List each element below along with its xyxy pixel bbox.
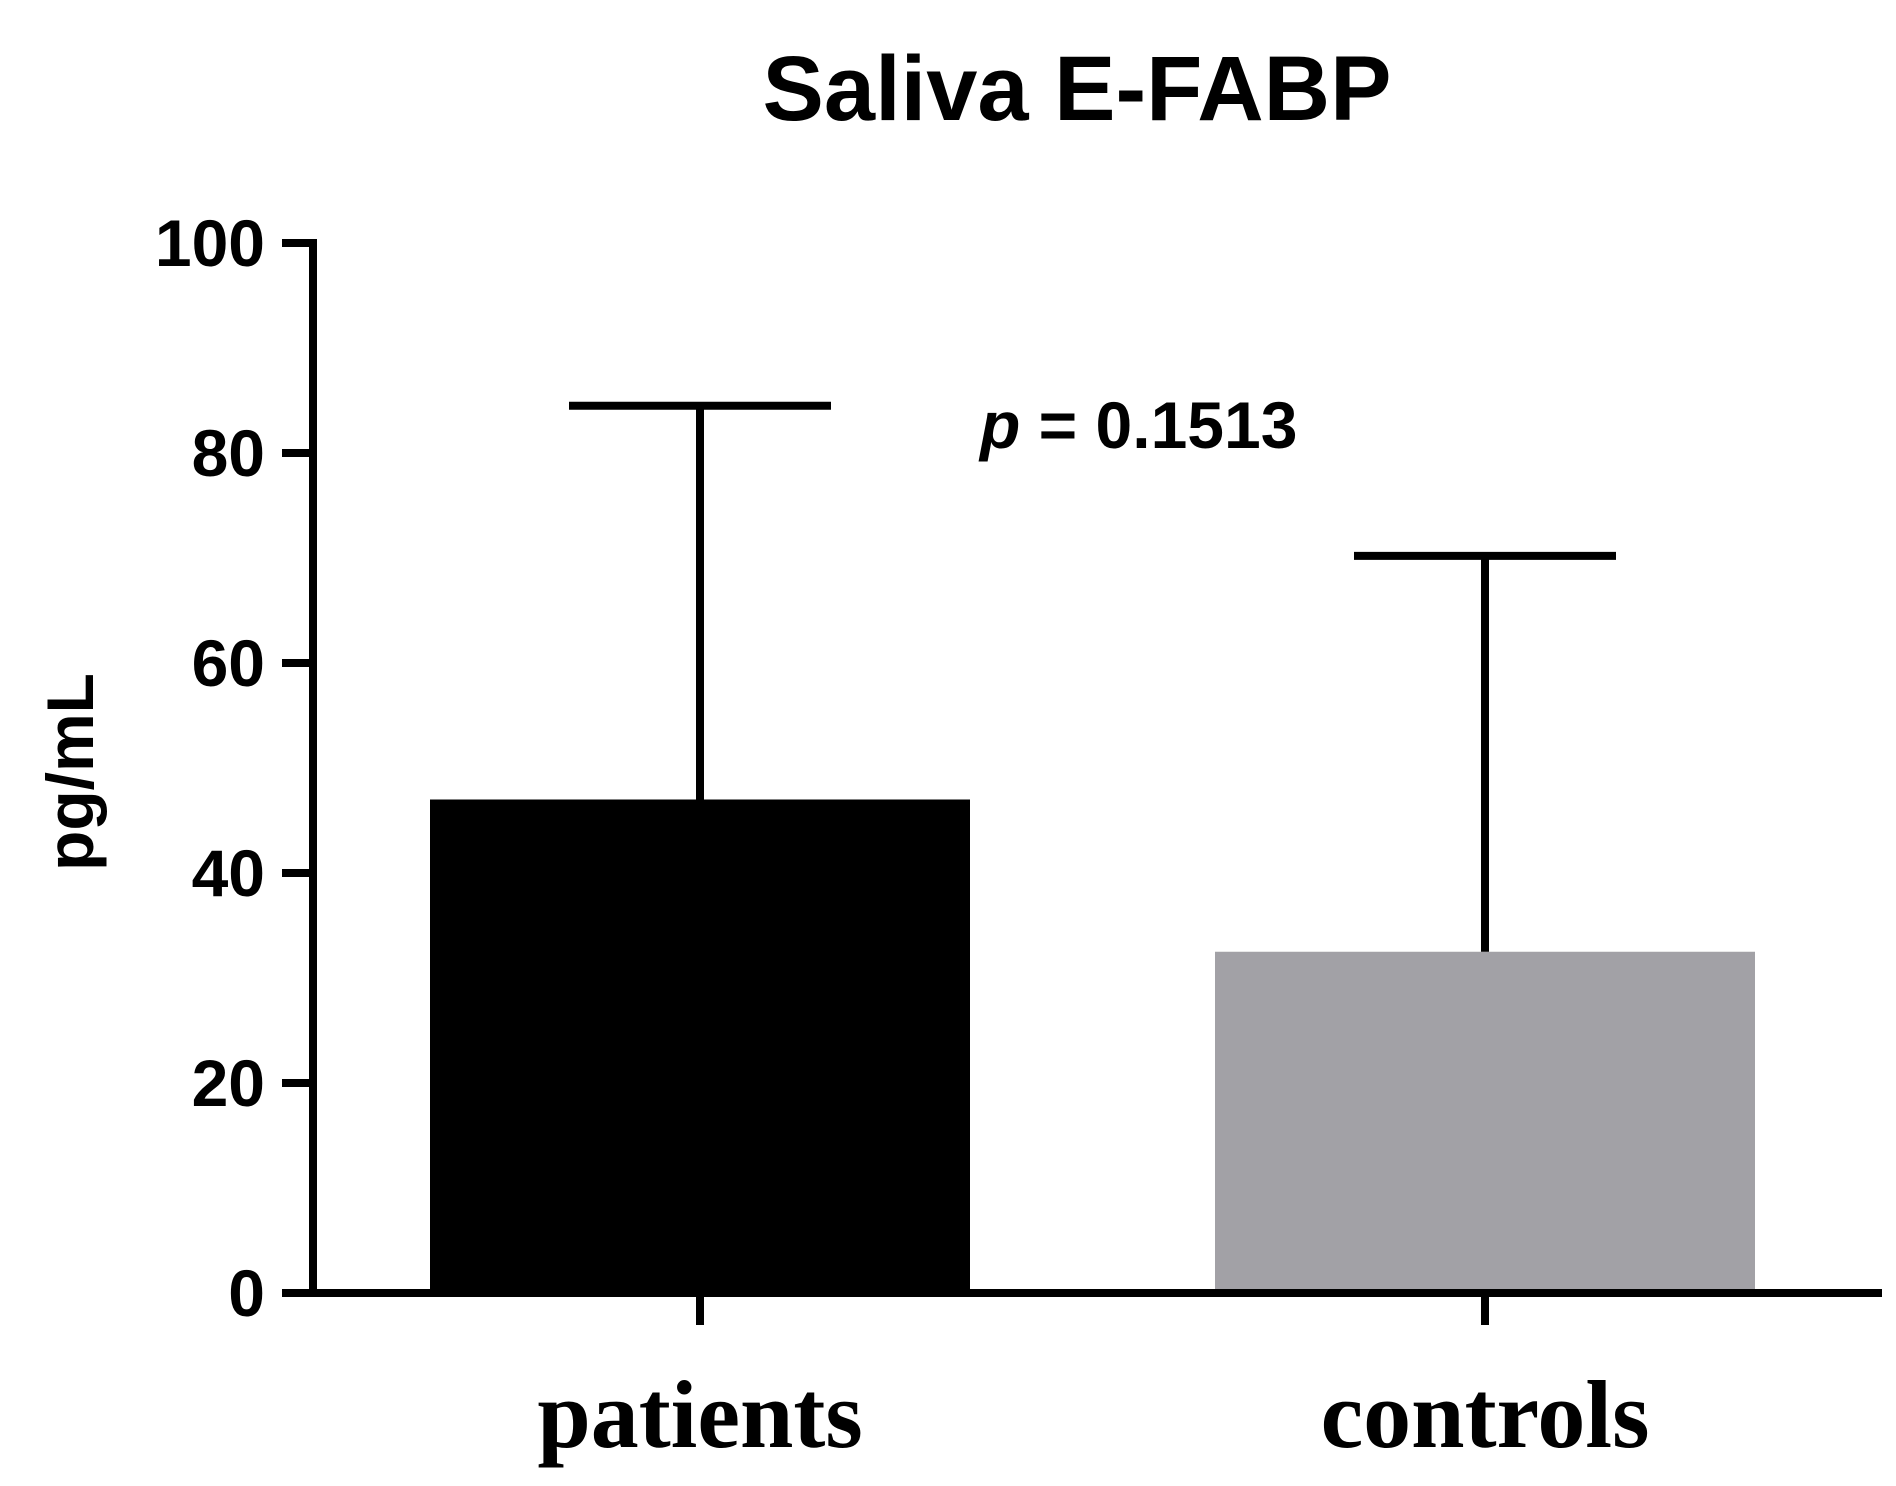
- y-tick-label-80: 80: [192, 416, 265, 490]
- y-tick-label-100: 100: [155, 206, 265, 280]
- bar-patients: [430, 799, 970, 1293]
- chart-title: Saliva E-FABP: [763, 38, 1392, 140]
- error-bars-layer: [569, 401, 1616, 952]
- axes-layer: [282, 239, 1882, 1297]
- x-tick-label-controls: controls: [1321, 1361, 1650, 1468]
- bars-layer: [430, 799, 1755, 1293]
- p-value-text: = 0.1513: [1020, 388, 1297, 462]
- y-tick-label-0: 0: [228, 1256, 265, 1330]
- y-axis-label: pg/mL: [33, 673, 107, 871]
- p-value-symbol: p: [978, 388, 1020, 462]
- bar-controls: [1215, 951, 1755, 1293]
- y-tick-label-60: 60: [192, 626, 265, 700]
- x-tick-label-patients: patients: [537, 1361, 862, 1468]
- x-ticks-layer: patients controls: [537, 1293, 1649, 1468]
- y-tick-label-40: 40: [192, 836, 265, 910]
- y-ticks-layer: 0 20 40 60 80 100: [155, 206, 313, 1330]
- y-tick-label-20: 20: [192, 1046, 265, 1120]
- p-value-annotation: p = 0.1513: [978, 388, 1297, 462]
